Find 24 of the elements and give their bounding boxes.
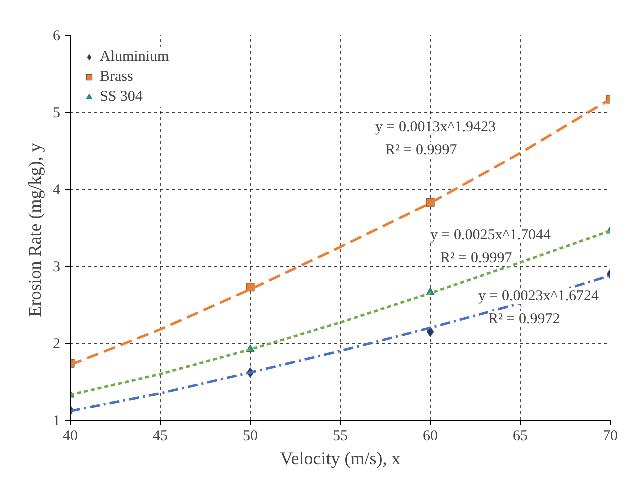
x-axis-title: Velocity (m/s), x [280, 448, 401, 468]
annotation: y = 0.0023x^1.6724 [478, 288, 600, 304]
y-tick-label: 1 [53, 414, 60, 430]
annotation: y = 0.0025x^1.7044 [430, 228, 552, 244]
x-tick-label: 45 [153, 428, 168, 444]
y-tick-label: 5 [53, 106, 60, 122]
annotation: y = 0.0013x^1.9423 [376, 120, 496, 136]
x-tick-label: 60 [423, 428, 438, 444]
x-tick-label: 70 [603, 428, 618, 444]
y-tick-label: 3 [53, 260, 60, 276]
legend-label: Aluminium [100, 48, 170, 66]
x-tick-label: 50 [243, 428, 258, 444]
y-axis-title: Erosion Rate (mg/kg), y [25, 143, 45, 318]
annotation: R² = 0.9997 [440, 250, 513, 266]
annotation: R² = 0.9997 [386, 142, 458, 158]
annotation: R² = 0.9972 [488, 312, 560, 328]
y-tick-label: 4 [53, 182, 61, 198]
x-tick-label: 40 [63, 428, 78, 444]
x-tick-label: 55 [333, 428, 348, 444]
y-tick-label: 2 [53, 336, 60, 352]
x-tick-label: 65 [513, 428, 528, 444]
legend-label: SS 304 [100, 88, 143, 106]
y-tick-label: 6 [53, 28, 61, 44]
legend-label: Brass [100, 68, 134, 86]
